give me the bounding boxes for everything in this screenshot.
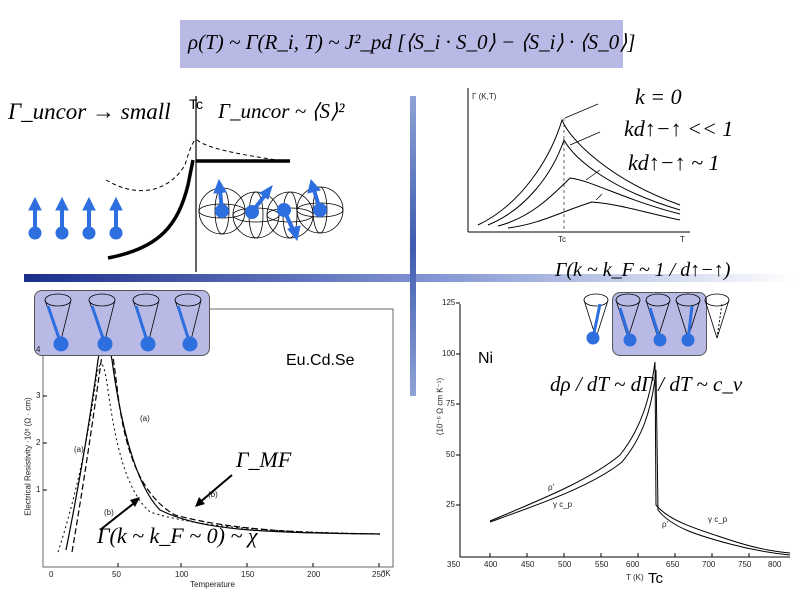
gamma-kt-axis-label: Γ (K,T) [472, 92, 497, 101]
ni-x-tick-350: 350 [447, 560, 461, 569]
eucdse-curve-label-b2: (b) [208, 490, 218, 499]
ni-x-tick-700: 700 [702, 560, 716, 569]
ni-x-tick-650: 650 [666, 560, 680, 569]
top-right-plot [467, 88, 690, 233]
gamma-uncor-corr: Γ_uncor ~ ⟨S⟩² [218, 99, 345, 123]
ni-y-tick-25: 25 [446, 500, 455, 509]
eucdse-x-unit: °K [382, 569, 391, 578]
ni-x-tick-450: 450 [521, 560, 535, 569]
ni-curve-label-rho1: ρ' [548, 483, 555, 492]
dashed-curve [105, 139, 291, 192]
eucdse-x-tick-100: 100 [175, 570, 189, 579]
header-formula-box: ρ(T) ~ Γ(R_i, T) ~ J²_pd [⟨S_i · S_0⟩ − … [180, 20, 635, 68]
vertical-divider [410, 96, 416, 396]
ni-label: Ni [478, 350, 494, 367]
order-parameter-curve [107, 159, 195, 260]
eucdse-x-tick-250: 250 [372, 570, 386, 579]
ni-x-tick-600: 600 [626, 560, 640, 569]
eucdse-curve-label-a2: (a) [74, 445, 84, 454]
ni-curve-label-cp2: γ c_p [708, 515, 728, 524]
eucdse-plot [42, 308, 394, 568]
ni-x-tick-750: 750 [738, 560, 752, 569]
kd-one-label: kd↑−↑ ~ 1 [628, 150, 720, 175]
eucdse-label: Eu.Cd.Se [286, 352, 355, 369]
eucdse-y-tick-3: 3 [36, 391, 41, 400]
ni-curve-label-rho2: ρ' [662, 520, 669, 529]
ni-x-tick-400: 400 [484, 560, 498, 569]
aligned-spins [28, 196, 123, 240]
eucdse-curve-label-b1: (b) [104, 508, 114, 517]
ni-x-axis-label: T (K) [626, 573, 644, 582]
eucdse-curve-label-a1: (a) [140, 414, 150, 423]
ni-y-tick-100: 100 [442, 349, 456, 358]
t-tick-label: T [680, 235, 685, 244]
eucdse-y-tick-2: 2 [36, 438, 41, 447]
header-formula: ρ(T) ~ Γ(R_i, T) ~ J²_pd [⟨S_i · S_0⟩ − … [188, 30, 636, 54]
eucdse-x-axis-label: Temperature [190, 580, 235, 589]
eucdse-y-tick-1: 1 [36, 485, 41, 494]
ni-y-tick-75: 75 [446, 399, 455, 408]
ni-x-tick-550: 550 [595, 560, 609, 569]
ni-y-axis-label: (10⁻⁶ Ω cm K⁻¹) [435, 377, 445, 436]
gamma-kf-label: Γ(k ~ k_F ~ 1 / d↑−↑) [555, 259, 731, 281]
tc-tick-label: Tc [558, 235, 566, 244]
ni-curve-label-cp1: γ c_p [553, 500, 573, 509]
ni-relation: dρ / dT ~ dΓ / dT ~ c_v [550, 372, 743, 396]
eucdse-x-tick-50: 50 [112, 570, 121, 579]
ni-plot [456, 302, 791, 558]
ni-y-tick-50: 50 [446, 450, 455, 459]
k0-label: k = 0 [635, 84, 682, 109]
ni-x-tick-500: 500 [558, 560, 572, 569]
ni-tc-label: Tc [648, 570, 663, 587]
ni-x-tick-800: 800 [768, 560, 782, 569]
gamma-k0-label: Γ(k ~ k_F ~ 0) ~ χ [97, 523, 258, 548]
sphere-spin-arrows [213, 178, 327, 242]
tc-label-top: Tc [189, 96, 203, 112]
eucdse-y-axis-label: Electrical Resistivity ·10³ (Ω · cm) [23, 397, 33, 516]
gamma-uncor-small: Γ_uncor → small [8, 99, 171, 124]
eucdse-x-tick-0: 0 [49, 570, 54, 579]
ni-y-tick-125: 125 [442, 298, 456, 307]
kd-small-label: kd↑−↑ << 1 [624, 116, 734, 141]
eucdse-x-tick-200: 200 [307, 570, 321, 579]
horizontal-divider [24, 274, 794, 282]
gamma-mf-label: Γ_MF [236, 447, 292, 472]
top-left-sketch [28, 96, 344, 272]
eucdse-y-tick-4: 4 [36, 345, 41, 354]
eucdse-x-tick-150: 150 [241, 570, 255, 579]
